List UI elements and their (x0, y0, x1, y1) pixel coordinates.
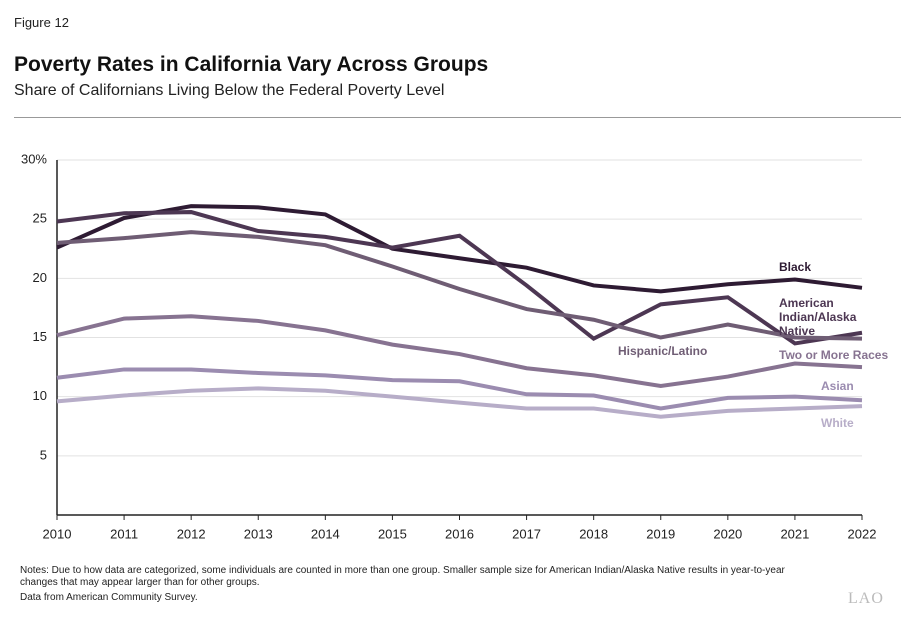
y-tick-label: 15 (33, 329, 47, 344)
x-tick-label: 2011 (110, 526, 138, 541)
notes: Notes: Due to how data are categorized, … (20, 565, 785, 588)
y-tick-label: 30% (21, 151, 47, 166)
y-tick-label: 20 (33, 270, 47, 285)
x-tick-label: 2021 (780, 526, 809, 541)
series-line (56, 386, 863, 419)
series-line (56, 314, 863, 389)
chart-subtitle: Share of Californians Living Below the F… (14, 82, 445, 99)
x-tick-label: 2014 (311, 526, 340, 541)
y-tick-label: 10 (33, 388, 47, 403)
x-tick-label: 2017 (512, 526, 541, 541)
series-label: American Indian/Alaska Native (779, 296, 857, 338)
logo: LAO (848, 590, 884, 607)
series-line (56, 210, 863, 346)
separator (14, 117, 901, 118)
chart: 5 10 15 20 25 30% 2010 2011 2012 2013 2014 2015 2016… (21, 151, 877, 541)
x-tick-label: 2020 (713, 526, 742, 541)
series-label: White (821, 416, 854, 430)
series-line (56, 204, 863, 294)
series-label: Two or More Races (779, 348, 889, 362)
series-line (56, 230, 863, 341)
source: Data from American Community Survey. (20, 592, 198, 603)
x-tick-label: 2022 (848, 526, 877, 541)
y-tick-label: 5 (40, 447, 47, 462)
x-tick-label: 2013 (244, 526, 273, 541)
x-tick-label: 2016 (445, 526, 474, 541)
series-label: Asian (821, 379, 854, 393)
x-tick-label: 2018 (579, 526, 608, 541)
x-tick-label: 2019 (646, 526, 675, 541)
chart-title: Poverty Rates in California Vary Across … (14, 53, 489, 76)
series-label: Hispanic/Latino (618, 344, 708, 358)
series-line (56, 367, 863, 411)
figure-label: Figure 12 (14, 15, 69, 30)
series-label: Black (779, 260, 812, 274)
y-tick-label: 25 (33, 211, 47, 226)
x-tick-label: 2012 (177, 526, 206, 541)
x-tick-label: 2010 (43, 526, 72, 541)
x-tick-label: 2015 (378, 526, 407, 541)
